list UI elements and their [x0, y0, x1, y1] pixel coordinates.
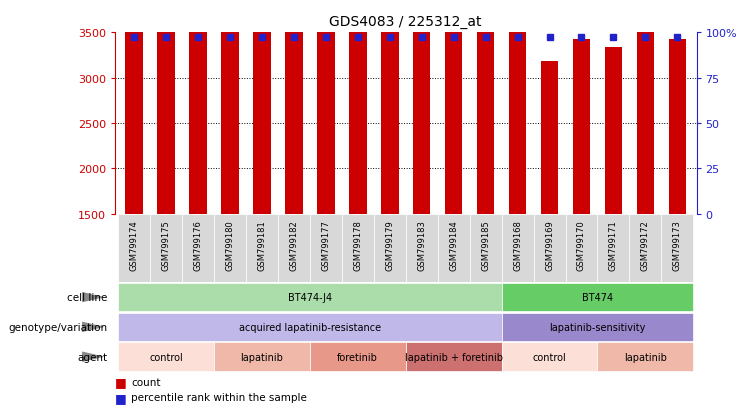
Text: genotype/variation: genotype/variation — [8, 322, 107, 332]
Text: BT474-J4: BT474-J4 — [288, 292, 332, 302]
Bar — [118, 214, 150, 282]
Bar — [381, 0, 399, 214]
Text: GSM799176: GSM799176 — [193, 220, 202, 271]
Bar — [253, 0, 270, 214]
Bar — [157, 0, 175, 214]
Bar — [438, 214, 470, 282]
Bar — [541, 62, 558, 214]
Bar — [597, 214, 629, 282]
Text: GSM799171: GSM799171 — [609, 220, 618, 271]
Bar — [189, 16, 207, 214]
Bar — [476, 0, 494, 214]
Bar — [405, 214, 438, 282]
Text: control: control — [149, 352, 183, 362]
Bar — [573, 40, 591, 214]
Text: GSM799183: GSM799183 — [417, 220, 426, 271]
Bar — [597, 342, 694, 371]
Bar — [502, 283, 694, 312]
Bar — [285, 0, 302, 214]
Text: GSM799182: GSM799182 — [289, 220, 299, 271]
Text: percentile rank within the sample: percentile rank within the sample — [131, 392, 307, 402]
Bar — [118, 283, 502, 312]
Text: ■: ■ — [115, 391, 127, 404]
Polygon shape — [82, 322, 104, 332]
Text: GSM799185: GSM799185 — [481, 220, 490, 271]
Bar — [214, 342, 310, 371]
Bar — [445, 0, 462, 214]
Bar — [502, 313, 694, 342]
Text: GSM799180: GSM799180 — [225, 220, 234, 271]
Text: GSM799184: GSM799184 — [449, 220, 458, 271]
Text: agent: agent — [77, 352, 107, 362]
Bar — [349, 0, 367, 214]
Bar — [221, 0, 239, 214]
Text: lapatinib + foretinib: lapatinib + foretinib — [405, 352, 502, 362]
Bar — [470, 214, 502, 282]
Text: lapatinib: lapatinib — [624, 352, 667, 362]
Text: control: control — [533, 352, 566, 362]
Text: lapatinib-sensitivity: lapatinib-sensitivity — [549, 322, 645, 332]
Bar — [502, 214, 534, 282]
Bar — [637, 24, 654, 214]
Bar — [668, 40, 686, 214]
Bar — [118, 342, 214, 371]
Text: GSM799178: GSM799178 — [353, 220, 362, 271]
Text: GSM799175: GSM799175 — [162, 220, 170, 271]
Text: GSM799168: GSM799168 — [513, 220, 522, 271]
Bar — [317, 0, 335, 214]
Text: GSM799174: GSM799174 — [130, 220, 139, 271]
Bar — [509, 3, 526, 214]
Text: acquired lapatinib-resistance: acquired lapatinib-resistance — [239, 322, 381, 332]
Bar — [125, 17, 143, 214]
Polygon shape — [82, 292, 104, 303]
Text: GSM799169: GSM799169 — [545, 220, 554, 271]
Bar — [118, 313, 502, 342]
Text: BT474: BT474 — [582, 292, 613, 302]
Text: GSM799172: GSM799172 — [641, 220, 650, 271]
Text: ■: ■ — [115, 375, 127, 389]
Bar — [342, 214, 373, 282]
Text: lapatinib: lapatinib — [240, 352, 283, 362]
Text: GSM799170: GSM799170 — [577, 220, 586, 271]
Bar — [502, 342, 597, 371]
Polygon shape — [82, 351, 104, 362]
Bar — [310, 342, 406, 371]
Bar — [413, 0, 431, 214]
Text: foretinib: foretinib — [337, 352, 378, 362]
Bar — [150, 214, 182, 282]
Bar — [182, 214, 214, 282]
Text: cell line: cell line — [67, 292, 107, 302]
Bar — [278, 214, 310, 282]
Text: GSM799179: GSM799179 — [385, 220, 394, 271]
Text: count: count — [131, 377, 161, 387]
Bar — [565, 214, 597, 282]
Bar — [662, 214, 694, 282]
Bar — [214, 214, 246, 282]
Bar — [605, 47, 622, 214]
Text: GSM799177: GSM799177 — [322, 220, 330, 271]
Bar — [310, 214, 342, 282]
Bar — [246, 214, 278, 282]
Text: GSM799181: GSM799181 — [257, 220, 266, 271]
Text: GSM799173: GSM799173 — [673, 220, 682, 271]
Title: GDS4083 / 225312_at: GDS4083 / 225312_at — [330, 15, 482, 29]
Bar — [373, 214, 405, 282]
Bar — [534, 214, 565, 282]
Bar — [629, 214, 662, 282]
Bar — [405, 342, 502, 371]
